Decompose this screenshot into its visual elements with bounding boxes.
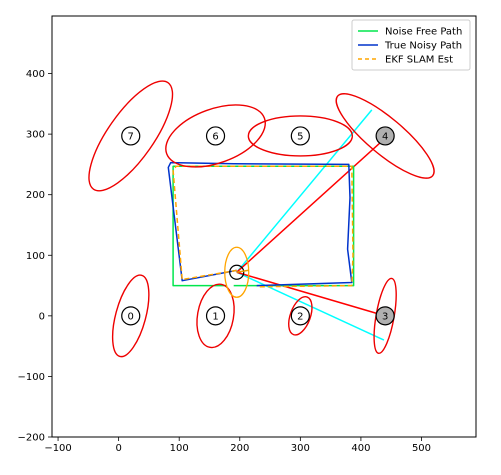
robot-heading xyxy=(236,269,249,273)
series-line-0 xyxy=(172,165,355,287)
landmark-marker xyxy=(290,126,310,146)
landmark-label: 3 xyxy=(382,311,388,322)
landmark-marker xyxy=(121,126,141,146)
landmark-ellipse xyxy=(88,80,174,192)
landmark-marker xyxy=(375,126,395,146)
y-tick-label: 100 xyxy=(26,251,45,262)
y-tick-label: 400 xyxy=(26,69,45,80)
robot-ellipse xyxy=(224,246,250,298)
legend-label: Noise Free Path xyxy=(385,27,462,38)
landmark-marker xyxy=(290,306,310,326)
x-tick-label: 400 xyxy=(351,443,370,454)
y-tick-label: 0 xyxy=(39,311,45,322)
series-line-1 xyxy=(167,161,353,287)
x-tick-label: 200 xyxy=(230,443,249,454)
sensor-ray xyxy=(236,271,386,317)
landmark-label: 1 xyxy=(212,311,218,322)
y-tick-label: 300 xyxy=(26,130,45,141)
x-tick-label: 0 xyxy=(115,443,121,454)
sensor-ray xyxy=(236,136,387,273)
landmark-marker xyxy=(205,306,226,326)
plot-inner: 0 1 2 3 4 5 6 7 xyxy=(88,80,435,358)
landmark-label: 0 xyxy=(128,311,134,322)
landmark-ellipse xyxy=(165,104,266,168)
sensor-ray xyxy=(236,109,373,273)
landmark-label: 6 xyxy=(212,131,218,142)
landmark-label: 2 xyxy=(297,311,303,322)
landmark-ellipse xyxy=(196,283,235,349)
axes-frame xyxy=(51,15,477,438)
landmark-label: 4 xyxy=(382,131,388,142)
landmark-marker xyxy=(375,306,395,326)
y-tick-label: −100 xyxy=(18,372,45,383)
landmark-ellipse xyxy=(335,93,435,179)
landmark-marker xyxy=(205,126,226,146)
landmark-ellipse xyxy=(288,296,313,336)
landmark-label: 5 xyxy=(297,131,303,142)
landmark-ellipse xyxy=(111,274,150,358)
landmark-ellipse xyxy=(247,115,354,157)
x-tick-label: −100 xyxy=(44,443,71,454)
x-tick-label: 500 xyxy=(412,443,431,454)
sensor-ray xyxy=(236,271,385,341)
landmark-label: 7 xyxy=(128,131,134,142)
robot-marker xyxy=(229,264,245,280)
x-tick-label: 300 xyxy=(291,443,310,454)
series-line-2 xyxy=(172,165,354,288)
x-tick-label: 100 xyxy=(170,443,189,454)
legend-label: True Noisy Path xyxy=(384,41,462,52)
legend: Noise Free Path True Noisy Path EKF SLAM E… xyxy=(351,19,471,71)
y-tick-label: −200 xyxy=(18,433,45,444)
legend-box xyxy=(351,19,471,71)
legend-label: EKF SLAM Est xyxy=(385,55,453,66)
y-tick-label: 200 xyxy=(26,190,45,201)
landmark-marker xyxy=(121,306,141,326)
